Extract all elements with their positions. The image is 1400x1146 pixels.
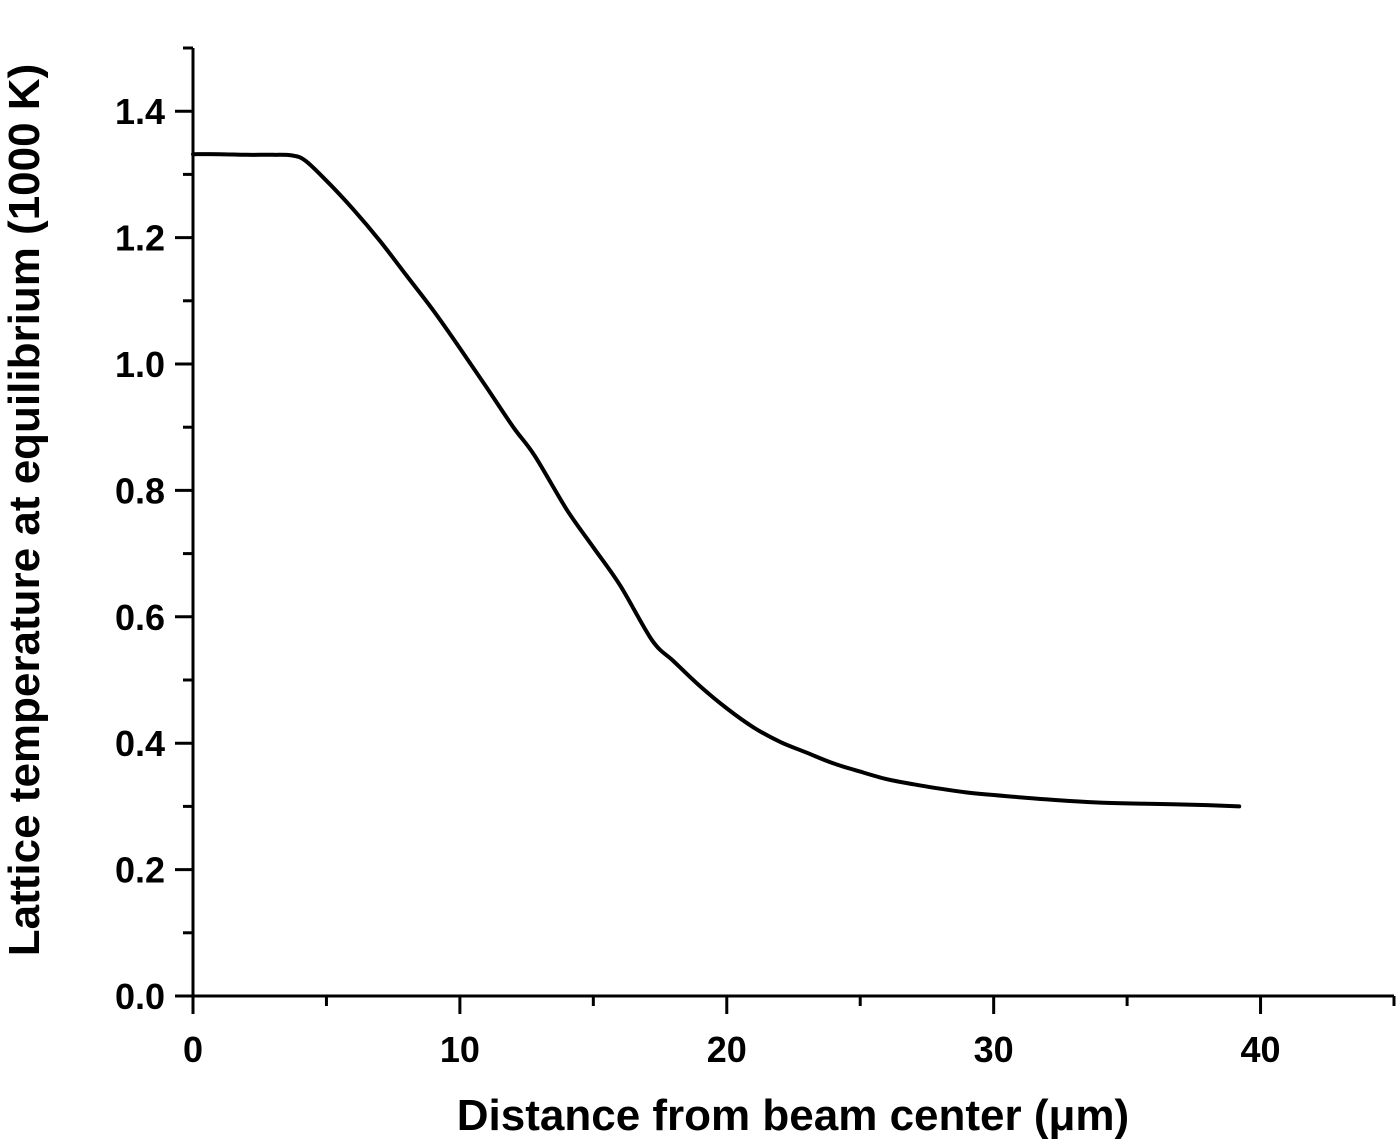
y-tick-label: 0.0 [115,976,165,1017]
y-tick-label: 0.2 [115,850,165,891]
x-tick-label: 40 [1241,1029,1281,1070]
x-tick-label: 20 [707,1029,747,1070]
y-tick-label: 1.0 [115,344,165,385]
y-axis-title: Lattice temperature at equilibrium (1000… [0,64,49,956]
y-tick-label: 0.8 [115,470,165,511]
x-tick-label: 0 [183,1029,203,1070]
y-tick-label: 1.2 [115,218,165,259]
y-tick-label: 0.6 [115,597,165,638]
y-tick-labels: 0.0 0.2 0.4 0.6 0.8 1.0 1.2 1.4 [115,91,165,1017]
y-tick-label: 0.4 [115,723,165,764]
plot-area [191,152,1242,809]
x-tick-labels: 0 10 20 30 40 [183,1029,1281,1070]
x-tick-label: 30 [974,1029,1014,1070]
y-tick-label: 1.4 [115,91,165,132]
x-axis-title: Distance from beam center (μm) [457,1091,1129,1140]
series-line [191,152,1242,809]
axes [175,46,1396,1014]
x-tick-label: 10 [440,1029,480,1070]
